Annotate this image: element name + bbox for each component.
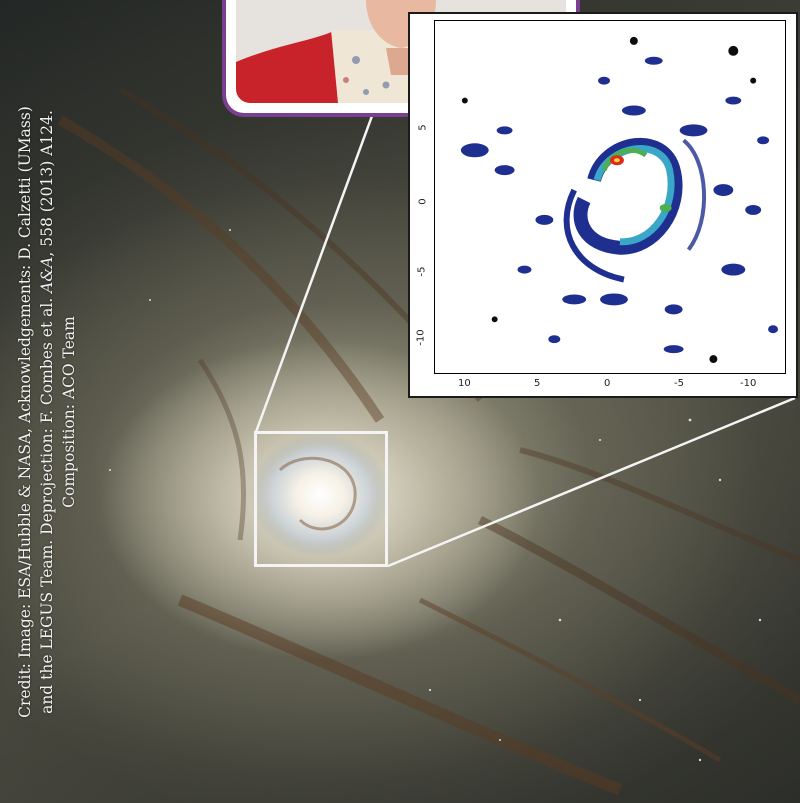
x-tick-label: 10 xyxy=(458,378,471,389)
zoom-line-bottom xyxy=(387,396,796,568)
gas-map-plot xyxy=(434,20,786,374)
zoom-line-top xyxy=(254,115,374,433)
inner-arm xyxy=(278,456,357,531)
dust-lane xyxy=(177,594,623,796)
galaxy-core xyxy=(250,433,390,557)
x-tick-label: -5 xyxy=(674,378,684,389)
y-tick-label: 5 xyxy=(417,124,429,131)
dust-lane xyxy=(519,447,800,563)
credit-line-1: Credit: Image: ESA/Hubble & NASA, Acknow… xyxy=(16,106,34,718)
image-credit: Credit: Image: ESA/Hubble & NASA, Acknow… xyxy=(14,32,80,792)
credit-line-3: Composition: ACO Team xyxy=(60,316,78,508)
credit-line-2: and the LEGUS Team. Deprojection: F. Com… xyxy=(36,32,58,792)
zoom-region-box xyxy=(254,431,388,567)
gas-map-image xyxy=(435,21,785,373)
y-tick-label: -10 xyxy=(415,329,427,346)
credit-line-2-a: and the LEGUS Team. Deprojection: F. Com… xyxy=(38,292,56,714)
x-tick-label: 0 xyxy=(604,378,611,389)
dust-lane xyxy=(418,597,722,763)
gas-map-panel: 5 0 -5 -10 10 5 0 -5 -10 xyxy=(408,12,798,398)
credit-journal: A&A xyxy=(38,256,56,293)
x-tick-label: 5 xyxy=(534,378,541,389)
x-tick-label: -10 xyxy=(740,378,757,389)
y-tick-label: -5 xyxy=(416,266,428,277)
dust-lane xyxy=(197,358,247,541)
y-tick-label: 0 xyxy=(417,198,429,205)
dust-lane xyxy=(57,115,385,423)
credit-line-2-c: , 558 (2013) A124. xyxy=(38,110,56,257)
dust-lane xyxy=(477,515,800,704)
